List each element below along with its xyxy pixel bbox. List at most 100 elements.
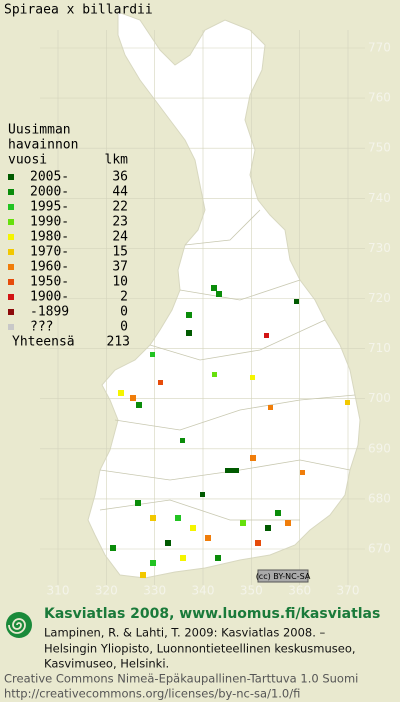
- legend-count: 15: [112, 245, 128, 260]
- citation-line: Lampinen, R. & Lahti, T. 2009: Kasviatla…: [44, 626, 326, 640]
- legend-label: 1990-: [30, 215, 69, 230]
- square: [285, 520, 291, 526]
- legend-total-label: Yhteensä: [12, 335, 75, 350]
- square: [136, 402, 142, 408]
- occurrence-squares: [110, 285, 350, 578]
- legend-count: 2: [120, 290, 128, 305]
- x-tick-label: 350: [240, 584, 263, 598]
- legend-count: 22: [112, 200, 128, 215]
- legend-header: havainnon: [8, 138, 78, 153]
- legend-total: 213: [107, 335, 130, 350]
- legend-label: -1899: [30, 305, 69, 320]
- y-tick-label: 730: [368, 241, 391, 255]
- square: [180, 555, 186, 561]
- square: [211, 285, 217, 291]
- square: [294, 299, 299, 304]
- y-tick-label: 760: [368, 91, 391, 105]
- y-tick-label: 700: [368, 391, 391, 405]
- square: [110, 545, 116, 551]
- square: [200, 492, 205, 497]
- square: [135, 500, 141, 506]
- y-tick-label: 690: [368, 441, 391, 455]
- square: [275, 510, 281, 516]
- legend-swatch: [8, 234, 14, 240]
- citation-line: Kasvimuseo, Helsinki.: [44, 657, 169, 671]
- square: [225, 468, 239, 473]
- legend-swatch: [8, 264, 14, 270]
- square: [118, 390, 124, 396]
- square: [150, 352, 155, 357]
- legend-count: 0: [120, 305, 128, 320]
- legend-label: 1970-: [30, 245, 69, 260]
- legend-label: 1995-: [30, 200, 69, 215]
- legend-count: 36: [112, 170, 128, 185]
- grid: 770 760 750 740 730 720 710 700 690 680 670 310 320 3…: [40, 30, 391, 598]
- license-line: Creative Commons Nimeä-Epäkaupallinen-Ta…: [4, 672, 358, 686]
- legend-header: vuosi: [8, 153, 47, 168]
- legend-swatch: [8, 279, 14, 285]
- square: [165, 540, 171, 546]
- square: [345, 400, 350, 405]
- legend-count: 10: [112, 275, 128, 290]
- square: [255, 540, 261, 546]
- square: [150, 560, 156, 566]
- legend-swatch: [8, 294, 14, 300]
- square: [300, 470, 305, 475]
- legend-label: 1900-: [30, 290, 69, 305]
- citation-line: Helsingin Yliopisto, Luonnontieteellinen…: [44, 642, 356, 656]
- square: [190, 525, 196, 531]
- legend-swatch: [8, 324, 14, 330]
- legend-swatch: [8, 189, 14, 195]
- species-title: Spiraea x billardii: [4, 3, 153, 18]
- y-tick-label: 670: [368, 542, 391, 556]
- legend-label: 2000-: [30, 185, 69, 200]
- legend-count: 37: [112, 260, 128, 275]
- finland-map: [87, 11, 361, 579]
- legend-count-header: lkm: [105, 153, 129, 168]
- license-badge-text: (cc) BY-NC-SA: [256, 572, 311, 581]
- license-line: http://creativecommons.org/licenses/by-n…: [4, 687, 300, 701]
- legend-label: 2005-: [30, 170, 69, 185]
- y-tick-label: 770: [368, 41, 391, 55]
- legend-count: 44: [112, 185, 128, 200]
- square: [186, 312, 192, 318]
- legend-label: ???: [30, 320, 53, 335]
- y-tick-label: 680: [368, 491, 391, 505]
- legend-count: 23: [112, 215, 128, 230]
- y-tick-label: 720: [368, 291, 391, 305]
- legend-swatch: [8, 249, 14, 255]
- square: [215, 555, 221, 561]
- legend-count: 24: [112, 230, 128, 245]
- square: [150, 515, 156, 521]
- legend-swatch: [8, 204, 14, 210]
- square: [264, 333, 269, 338]
- square: [205, 535, 211, 541]
- legend-label: 1980-: [30, 230, 69, 245]
- x-tick-label: 340: [192, 584, 215, 598]
- y-tick-label: 750: [368, 141, 391, 155]
- region-borders: [99, 209, 356, 521]
- square: [130, 395, 136, 401]
- x-tick-label: 360: [288, 584, 311, 598]
- legend-swatch: [8, 219, 14, 225]
- logo: [6, 612, 32, 638]
- legend-header: Uusimman: [8, 123, 71, 138]
- legend-swatch: [8, 309, 14, 315]
- square: [212, 372, 217, 377]
- square: [180, 438, 185, 443]
- square: [250, 455, 256, 461]
- x-tick-label: 330: [143, 584, 166, 598]
- square: [250, 375, 255, 380]
- footer-heading: Kasviatlas 2008, www.luomus.fi/kasviatla…: [44, 606, 380, 622]
- legend-label: 1960-: [30, 260, 69, 275]
- legend-count: 0: [120, 320, 128, 335]
- square: [240, 520, 246, 526]
- legend-label: 1950-: [30, 275, 69, 290]
- square: [175, 515, 181, 521]
- y-tick-label: 710: [368, 341, 391, 355]
- license-badge: (cc) BY-NC-SA: [256, 569, 311, 583]
- square: [216, 291, 222, 297]
- x-tick-label: 320: [95, 584, 118, 598]
